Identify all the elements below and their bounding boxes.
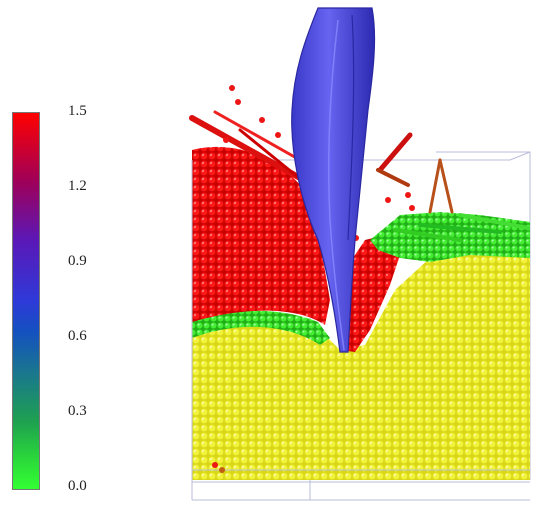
colorbar-tick-label: 1.2 (68, 178, 87, 194)
fast-particles-left (192, 146, 330, 325)
settled-particles (192, 255, 530, 480)
colorbar-tick-label: 0.3 (68, 403, 87, 419)
airborne-particles (212, 85, 415, 473)
colorbar-gradient (12, 112, 40, 490)
colorbar-tick-label: 0.0 (68, 478, 87, 494)
particle-streaks (189, 110, 530, 242)
slow-particles (192, 310, 330, 345)
colorbar-tick-label: 0.9 (68, 253, 87, 269)
colorbar-tick-label: 0.6 (68, 328, 87, 344)
colorbar-tick-label: 1.5 (68, 103, 87, 119)
